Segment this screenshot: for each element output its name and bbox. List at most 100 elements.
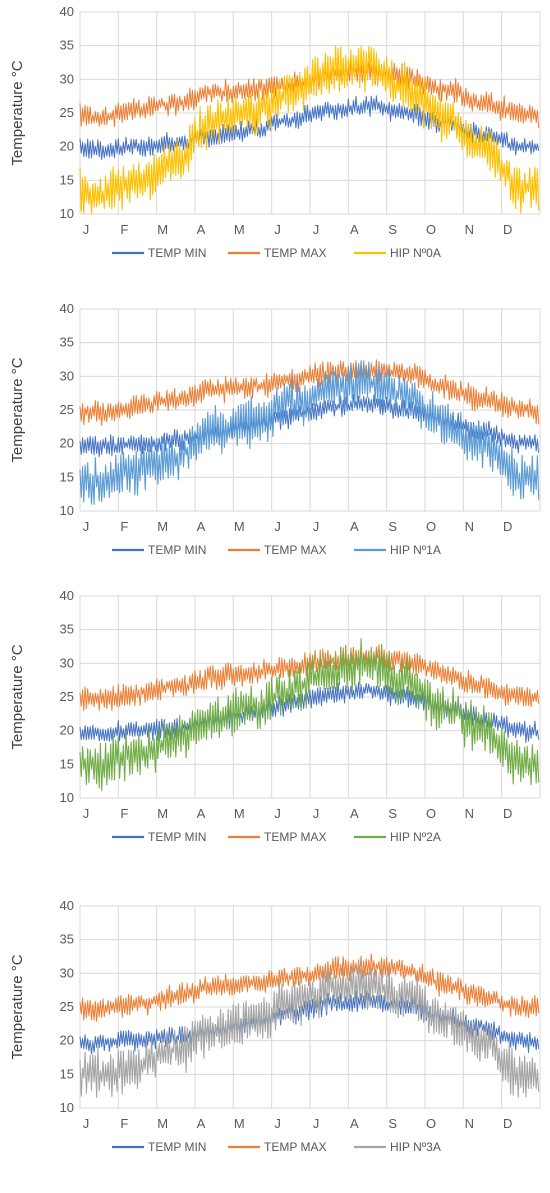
- legend-label: TEMP MIN: [148, 830, 206, 844]
- x-tick-label: J: [313, 519, 320, 534]
- legend-label: TEMP MIN: [148, 543, 206, 557]
- chart-panel-1: 10 15 20 25 30 35 40 J F M A M J J A S O N D Temperature °C…: [0, 297, 550, 594]
- chart-svg: 10 15 20 25 30 35 40 J F M A M J J A S O N D Temperature °C…: [9, 4, 541, 260]
- x-tick-label: J: [83, 1116, 90, 1131]
- series-line-2: [79, 45, 540, 215]
- x-tick-label: N: [465, 222, 474, 237]
- series-line-1: [79, 359, 540, 426]
- y-tick-label: 15: [60, 1066, 74, 1081]
- x-tick-label: M: [157, 519, 168, 534]
- x-tick-label: N: [465, 1116, 474, 1131]
- y-tick-label: 30: [60, 71, 74, 86]
- x-tick-label: A: [197, 519, 206, 534]
- y-tick-label: 25: [60, 402, 74, 417]
- x-tick-label: J: [83, 519, 90, 534]
- x-tick-label: J: [313, 806, 320, 821]
- x-tick-label: J: [313, 222, 320, 237]
- x-tick-label: S: [388, 806, 397, 821]
- y-tick-label: 40: [60, 4, 74, 19]
- x-tick-label: J: [274, 1116, 281, 1131]
- x-tick-label: D: [503, 519, 512, 534]
- chart-panel-0: 10 15 20 25 30 35 40 J F M A M J J A S O N D Temperature °C…: [0, 0, 550, 297]
- y-tick-label: 15: [60, 172, 74, 187]
- y-tick-label: 20: [60, 139, 74, 154]
- x-tick-label: M: [157, 222, 168, 237]
- x-tick-label: J: [83, 222, 90, 237]
- y-tick-label: 10: [60, 1100, 74, 1115]
- x-tick-label: F: [120, 222, 128, 237]
- x-tick-label: O: [426, 519, 436, 534]
- x-tick-label: N: [465, 806, 474, 821]
- y-axis-label: Temperature °C: [9, 954, 26, 1059]
- y-axis-label: Temperature °C: [9, 644, 26, 749]
- y-tick-label: 30: [60, 965, 74, 980]
- y-axis-label: Temperature °C: [9, 60, 26, 165]
- x-tick-label: O: [426, 222, 436, 237]
- y-tick-label: 25: [60, 105, 74, 120]
- x-tick-label: D: [503, 222, 512, 237]
- chart-svg: 10 15 20 25 30 35 40 J F M A M J J A S O N D Temperature °C…: [9, 301, 541, 557]
- x-tick-label: M: [234, 519, 245, 534]
- y-tick-label: 40: [60, 301, 74, 316]
- legend-label: TEMP MAX: [264, 543, 326, 557]
- y-tick-label: 10: [60, 790, 74, 805]
- legend-label: TEMP MAX: [264, 246, 326, 260]
- x-tick-label: F: [120, 1116, 128, 1131]
- y-tick-label: 30: [60, 368, 74, 383]
- y-tick-label: 10: [60, 206, 74, 221]
- series-line-2: [79, 360, 540, 506]
- x-tick-label: J: [274, 519, 281, 534]
- y-tick-label: 35: [60, 335, 74, 350]
- x-tick-label: S: [388, 519, 397, 534]
- series-line-0: [79, 681, 540, 743]
- y-tick-label: 20: [60, 1033, 74, 1048]
- legend-label: TEMP MAX: [264, 830, 326, 844]
- x-tick-label: A: [197, 222, 206, 237]
- chart-svg: 10 15 20 25 30 35 40 J F M A M J J A S O N D Temperature °C…: [9, 588, 541, 844]
- legend-label: TEMP MIN: [148, 246, 206, 260]
- x-tick-label: J: [274, 806, 281, 821]
- x-tick-label: A: [350, 222, 359, 237]
- x-tick-label: A: [197, 1116, 206, 1131]
- y-tick-label: 20: [60, 723, 74, 738]
- y-tick-label: 35: [60, 932, 74, 947]
- x-tick-label: A: [197, 806, 206, 821]
- chart-panel-3: 10 15 20 25 30 35 40 J F M A M J J A S O N D Temperature °C…: [0, 894, 550, 1191]
- y-tick-label: 30: [60, 655, 74, 670]
- y-axis-label: Temperature °C: [9, 357, 26, 462]
- x-tick-label: O: [426, 806, 436, 821]
- y-tick-label: 35: [60, 622, 74, 637]
- x-tick-label: F: [120, 806, 128, 821]
- chart-svg: 10 15 20 25 30 35 40 J F M A M J J A S O N D Temperature °C…: [9, 898, 541, 1154]
- legend-label: HIP Nº0A: [390, 246, 441, 260]
- y-tick-label: 15: [60, 469, 74, 484]
- x-tick-label: M: [157, 1116, 168, 1131]
- x-tick-label: M: [234, 222, 245, 237]
- y-tick-label: 40: [60, 898, 74, 913]
- y-tick-label: 25: [60, 689, 74, 704]
- x-tick-label: A: [350, 1116, 359, 1131]
- series-line-0: [79, 95, 540, 161]
- x-tick-label: M: [234, 1116, 245, 1131]
- legend-label: HIP Nº1A: [390, 543, 441, 557]
- x-tick-label: A: [350, 806, 359, 821]
- x-tick-label: M: [234, 806, 245, 821]
- x-tick-label: D: [503, 806, 512, 821]
- legend-label: HIP Nº2A: [390, 830, 441, 844]
- x-tick-label: A: [350, 519, 359, 534]
- series-line-2: [79, 638, 540, 792]
- y-tick-label: 25: [60, 999, 74, 1014]
- x-tick-label: M: [157, 806, 168, 821]
- legend-label: TEMP MIN: [148, 1140, 206, 1154]
- legend-label: HIP Nº3A: [390, 1140, 441, 1154]
- x-tick-label: S: [388, 222, 397, 237]
- y-tick-label: 40: [60, 588, 74, 603]
- x-tick-label: S: [388, 1116, 397, 1131]
- x-tick-label: J: [274, 222, 281, 237]
- chart-panel-2: 10 15 20 25 30 35 40 J F M A M J J A S O N D Temperature °C…: [0, 584, 550, 881]
- y-tick-label: 10: [60, 503, 74, 518]
- series-line-1: [79, 953, 540, 1022]
- x-tick-label: O: [426, 1116, 436, 1131]
- y-tick-label: 35: [60, 38, 74, 53]
- x-tick-label: D: [503, 1116, 512, 1131]
